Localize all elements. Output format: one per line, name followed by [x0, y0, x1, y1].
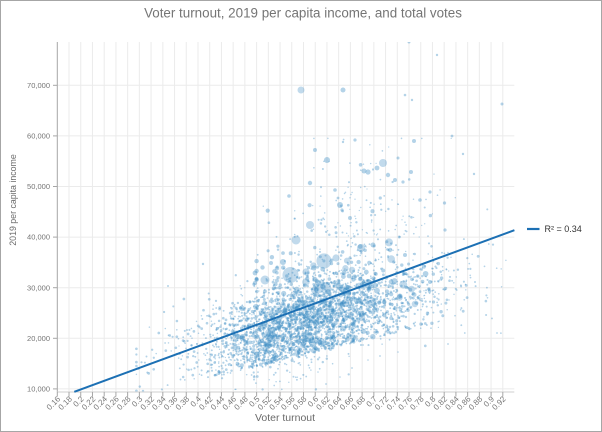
svg-text:20,000: 20,000	[27, 334, 50, 343]
svg-text:30,000: 30,000	[27, 283, 50, 292]
svg-text:R² = 0.34: R² = 0.34	[545, 224, 582, 234]
svg-text:2019 per capita income: 2019 per capita income	[8, 154, 18, 246]
svg-text:Voter turnout: Voter turnout	[255, 412, 315, 424]
svg-text:70,000: 70,000	[27, 81, 50, 90]
svg-text:Voter turnout, 2019 per capita: Voter turnout, 2019 per capita income, a…	[144, 6, 462, 21]
svg-text:10,000: 10,000	[27, 385, 50, 394]
svg-text:40,000: 40,000	[27, 233, 50, 242]
svg-text:50,000: 50,000	[27, 182, 50, 191]
svg-text:60,000: 60,000	[27, 132, 50, 141]
